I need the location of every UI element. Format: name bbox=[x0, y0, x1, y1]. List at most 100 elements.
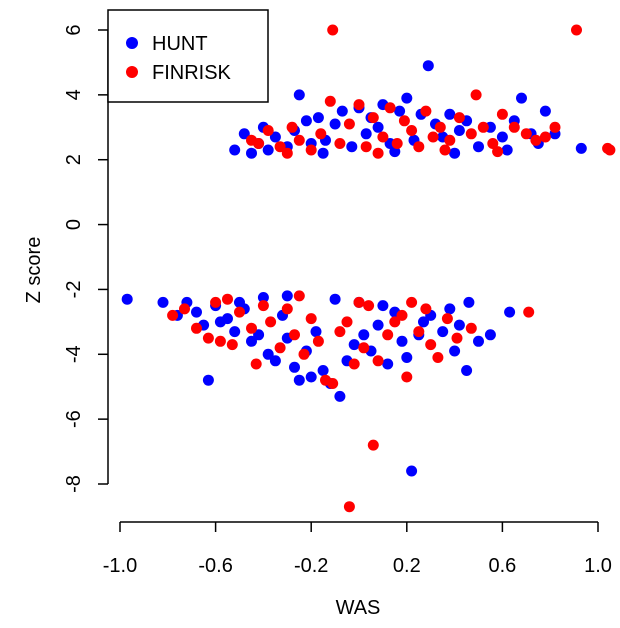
legend-box bbox=[107, 9, 269, 103]
data-point-finrisk bbox=[465, 322, 477, 334]
data-point-finrisk bbox=[210, 296, 222, 308]
data-point-hunt bbox=[496, 131, 508, 143]
data-point-hunt bbox=[501, 144, 513, 156]
data-point-hunt bbox=[317, 365, 329, 376]
data-point-hunt bbox=[453, 319, 465, 331]
data-point-finrisk bbox=[401, 371, 413, 383]
data-point-hunt bbox=[293, 89, 305, 101]
data-point-finrisk bbox=[384, 102, 396, 114]
data-point-finrisk bbox=[202, 332, 214, 344]
data-point-hunt bbox=[449, 147, 461, 159]
data-point-hunt bbox=[281, 290, 293, 302]
data-point-finrisk bbox=[358, 342, 370, 354]
data-point-finrisk bbox=[432, 352, 444, 363]
data-point-finrisk bbox=[439, 144, 451, 156]
data-point-hunt bbox=[305, 371, 317, 383]
data-point-finrisk bbox=[179, 303, 190, 315]
data-point-hunt bbox=[329, 118, 341, 130]
data-point-finrisk bbox=[286, 121, 298, 133]
data-point-finrisk bbox=[372, 355, 384, 367]
data-point-finrisk bbox=[191, 322, 202, 334]
y-tick-label: 0 bbox=[63, 219, 85, 230]
data-point-finrisk bbox=[389, 316, 401, 328]
data-point-hunt bbox=[238, 128, 250, 140]
y-tick-label: 2 bbox=[63, 154, 85, 165]
data-point-finrisk bbox=[425, 339, 437, 351]
data-point-finrisk bbox=[281, 303, 293, 315]
data-point-finrisk bbox=[262, 125, 274, 136]
y-tick-label: -4 bbox=[63, 345, 85, 363]
data-point-finrisk bbox=[305, 144, 317, 156]
data-point-finrisk bbox=[487, 138, 499, 149]
data-point-hunt bbox=[539, 105, 551, 117]
data-point-hunt bbox=[401, 92, 413, 104]
data-point-finrisk bbox=[253, 138, 265, 149]
legend-label-hunt: HUNT bbox=[152, 33, 208, 55]
data-point-finrisk bbox=[274, 141, 286, 153]
data-point-finrisk bbox=[226, 339, 238, 351]
y-ticks: -8 -6 -4 -2 0 2 4 6 bbox=[63, 24, 108, 493]
x-tick-label: -0.2 bbox=[294, 555, 328, 577]
data-point-finrisk bbox=[343, 501, 355, 513]
data-point-hunt bbox=[257, 292, 269, 303]
data-point-hunt bbox=[372, 319, 384, 331]
data-point-finrisk bbox=[363, 300, 375, 312]
data-point-hunt bbox=[229, 144, 241, 156]
data-point-finrisk bbox=[530, 134, 542, 146]
data-point-finrisk bbox=[496, 108, 508, 120]
data-point-finrisk bbox=[382, 329, 394, 341]
data-point-hunt bbox=[269, 131, 281, 143]
data-point-hunt bbox=[461, 365, 473, 376]
data-point-finrisk bbox=[451, 332, 463, 344]
data-point-finrisk bbox=[353, 99, 365, 111]
data-point-hunt bbox=[312, 112, 324, 124]
data-point-hunt bbox=[394, 105, 406, 117]
data-point-finrisk bbox=[377, 131, 389, 143]
data-point-finrisk bbox=[341, 316, 353, 328]
data-point-hunt bbox=[575, 142, 587, 154]
data-point-hunt bbox=[262, 144, 274, 156]
data-point-hunt bbox=[229, 326, 241, 338]
data-point-finrisk bbox=[312, 335, 324, 347]
data-point-hunt bbox=[334, 390, 346, 402]
data-point-finrisk bbox=[367, 112, 379, 124]
data-point-hunt bbox=[348, 339, 360, 351]
x-tick-label: -0.6 bbox=[198, 555, 232, 577]
data-point-finrisk bbox=[420, 303, 432, 315]
x-tick-label: 0.6 bbox=[488, 555, 516, 577]
data-point-finrisk bbox=[222, 293, 233, 305]
data-point-hunt bbox=[418, 316, 429, 328]
data-point-finrisk bbox=[434, 121, 446, 133]
data-point-finrisk bbox=[327, 378, 339, 389]
legend-marker-hunt bbox=[126, 37, 138, 49]
data-point-hunt bbox=[449, 345, 461, 357]
data-point-finrisk bbox=[293, 134, 305, 146]
data-point-hunt bbox=[358, 329, 370, 341]
y-tick-label: 4 bbox=[63, 89, 85, 100]
data-point-finrisk bbox=[453, 112, 465, 124]
data-point-hunt bbox=[269, 355, 281, 367]
data-point-hunt bbox=[516, 92, 527, 104]
data-point-hunt bbox=[329, 293, 341, 305]
data-point-hunt bbox=[300, 115, 312, 127]
data-point-finrisk bbox=[348, 358, 360, 370]
data-point-hunt bbox=[444, 303, 456, 315]
data-point-hunt bbox=[463, 296, 475, 308]
data-point-finrisk bbox=[604, 144, 616, 156]
y-tick-label: -8 bbox=[63, 475, 85, 493]
data-point-hunt bbox=[372, 121, 384, 133]
y-tick-label: 6 bbox=[63, 24, 85, 35]
data-point-finrisk bbox=[343, 118, 355, 130]
data-point-hunt bbox=[484, 329, 496, 341]
data-point-finrisk bbox=[372, 147, 384, 159]
data-point-finrisk bbox=[214, 335, 226, 347]
data-point-hunt bbox=[377, 300, 389, 312]
data-point-finrisk bbox=[293, 290, 305, 302]
data-point-finrisk bbox=[413, 141, 425, 153]
data-point-hunt bbox=[293, 374, 305, 386]
legend: HUNT FINRISK bbox=[107, 9, 269, 103]
data-point-finrisk bbox=[167, 309, 179, 321]
data-point-finrisk bbox=[571, 24, 582, 36]
data-point-finrisk bbox=[334, 326, 346, 338]
